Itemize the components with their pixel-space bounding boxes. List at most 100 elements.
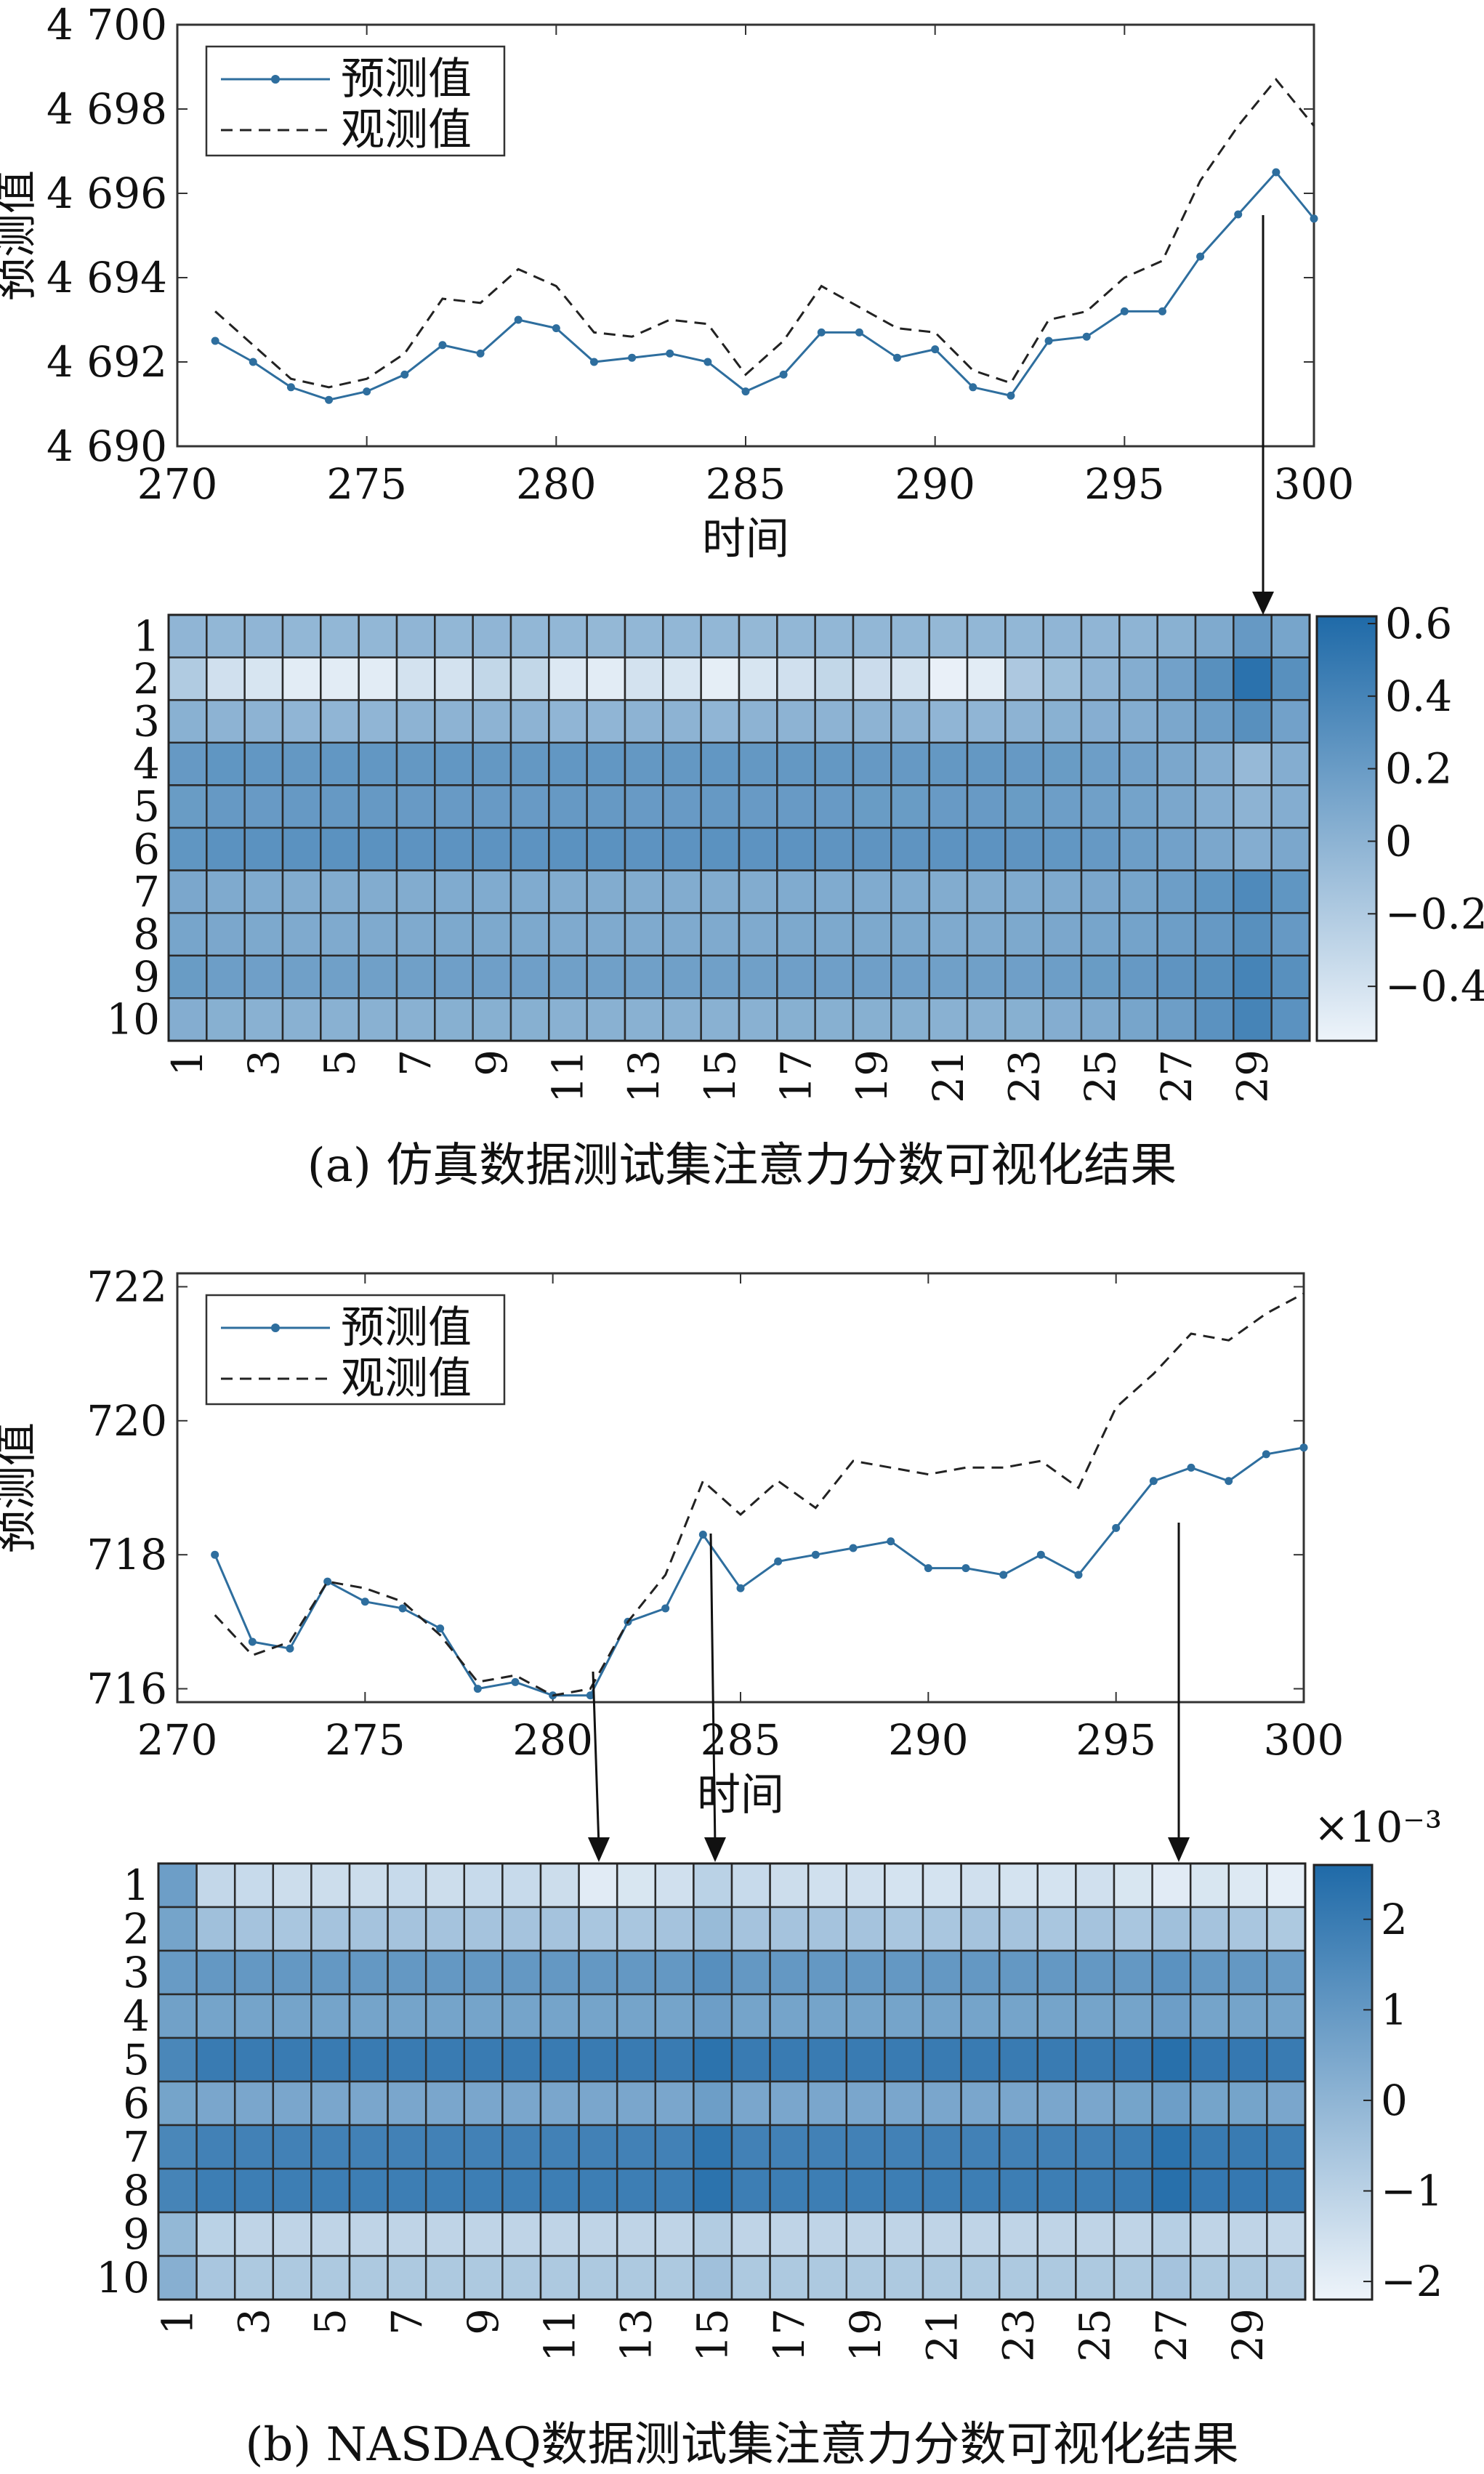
heatmap-cell bbox=[1036, 2255, 1077, 2301]
heatmap-cell bbox=[1075, 1906, 1116, 1952]
heatmap-cell bbox=[1118, 911, 1158, 957]
heatmap-cell bbox=[738, 826, 778, 871]
heatmap-cell bbox=[852, 911, 892, 957]
column-label: 13 bbox=[612, 2308, 661, 2362]
heatmap-cell bbox=[539, 2080, 580, 2127]
heatmap-cell bbox=[1266, 2167, 1307, 2214]
heatmap-cell bbox=[1189, 2036, 1230, 2083]
heatmap-cell bbox=[1004, 698, 1044, 744]
colorbar-tick-label: −0.4 bbox=[1385, 962, 1484, 1011]
heatmap-cell bbox=[1233, 997, 1273, 1042]
heatmap-cell bbox=[624, 954, 664, 999]
data-point bbox=[360, 1597, 369, 1606]
heatmap-cell bbox=[539, 1862, 580, 1909]
heatmap-cell bbox=[509, 911, 550, 957]
heatmap-cell bbox=[320, 656, 360, 701]
heatmap-cell bbox=[1075, 2124, 1116, 2170]
data-point bbox=[817, 328, 826, 337]
heatmap-cell bbox=[654, 2255, 695, 2301]
heatmap-cell bbox=[167, 911, 208, 957]
heatmap-cell bbox=[890, 613, 930, 658]
heatmap-cell bbox=[1113, 1993, 1153, 2039]
heatmap-cell bbox=[206, 826, 246, 871]
heatmap-cell bbox=[738, 741, 778, 786]
heatmap-cell bbox=[890, 869, 930, 914]
heatmap-cell bbox=[233, 2036, 275, 2083]
y-axis-label: 预测值 bbox=[0, 1422, 41, 1553]
row-label: 10 bbox=[106, 995, 160, 1044]
heatmap-cell bbox=[700, 784, 741, 829]
heatmap-cell bbox=[1266, 2036, 1307, 2083]
heatmap-cell bbox=[348, 2124, 389, 2170]
heatmap-cell bbox=[693, 2124, 733, 2170]
heatmap-cell bbox=[769, 2211, 810, 2257]
heatmap-cell bbox=[700, 869, 741, 914]
heatmap-cell bbox=[206, 698, 246, 744]
heatmap-cell bbox=[738, 784, 778, 829]
observed-series-line bbox=[214, 78, 1315, 389]
heatmap-cell bbox=[1270, 613, 1311, 658]
heatmap-cell bbox=[548, 997, 588, 1042]
heatmap-cell bbox=[884, 2167, 924, 2214]
heatmap-cell bbox=[852, 954, 892, 999]
heatmap-cell bbox=[1036, 2211, 1077, 2257]
line-chart-b: 270 275 280 285 290 295 300716718720722时间预测值预测… bbox=[0, 1262, 1344, 1821]
y-tick-label: 4 698 bbox=[47, 84, 167, 134]
heatmap-cell bbox=[1233, 954, 1273, 999]
heatmap-cell bbox=[1151, 2255, 1192, 2301]
data-point bbox=[1196, 252, 1205, 261]
heatmap-cell bbox=[1189, 2255, 1230, 2301]
heatmap-cell bbox=[1004, 784, 1044, 829]
heatmap-cell bbox=[472, 911, 512, 957]
column-label: 5 bbox=[315, 1049, 365, 1076]
heatmap-cell bbox=[807, 1949, 848, 1996]
heatmap-cell bbox=[1036, 2124, 1077, 2170]
column-label: 23 bbox=[1000, 1049, 1049, 1103]
heatmap-cell bbox=[501, 1949, 542, 1996]
column-label: 7 bbox=[391, 1049, 440, 1076]
heatmap-cell bbox=[586, 954, 626, 999]
heatmap-cell bbox=[1227, 2036, 1268, 2083]
heatmap-cell bbox=[1194, 698, 1235, 744]
data-point bbox=[400, 370, 409, 379]
heatmap-cell bbox=[243, 741, 284, 786]
heatmap-cell bbox=[243, 784, 284, 829]
heatmap-cell bbox=[1233, 656, 1273, 701]
heatmap-cell bbox=[616, 2167, 657, 2214]
heatmap-cell bbox=[928, 997, 969, 1042]
data-point bbox=[779, 370, 788, 379]
heatmap-cell bbox=[654, 2124, 695, 2170]
heatmap-cell bbox=[472, 784, 512, 829]
heatmap-cell bbox=[814, 869, 855, 914]
colorbar-tick-label: −2 bbox=[1381, 2257, 1443, 2306]
heatmap-cell bbox=[272, 2167, 312, 2214]
heatmap-cell bbox=[539, 1949, 580, 1996]
heatmap-cell bbox=[1227, 2124, 1268, 2170]
heatmap-cell bbox=[1036, 1949, 1077, 1996]
heatmap-cell bbox=[814, 784, 855, 829]
heatmap-cell bbox=[616, 1949, 657, 1996]
legend-label: 观测值 bbox=[341, 105, 472, 156]
data-point bbox=[661, 1604, 670, 1613]
heatmap-cell bbox=[1080, 698, 1121, 744]
heatmap-cell bbox=[890, 911, 930, 957]
heatmap-cell bbox=[1233, 869, 1273, 914]
heatmap-cell bbox=[814, 826, 855, 871]
heatmap-cell bbox=[1036, 1993, 1077, 2039]
caption-a: (a) 仿真数据测试集注意力分数可视化结果 bbox=[307, 1139, 1177, 1193]
heatmap-cell bbox=[616, 2124, 657, 2170]
heatmap-cell bbox=[424, 2167, 466, 2214]
row-label: 1 bbox=[123, 1861, 150, 1910]
heatmap-cell bbox=[1189, 2211, 1230, 2257]
heatmap-cell bbox=[776, 954, 816, 999]
heatmap-cell bbox=[310, 2080, 351, 2127]
heatmap-cell bbox=[776, 613, 816, 658]
heatmap-cell bbox=[624, 826, 664, 871]
heatmap-cell bbox=[548, 656, 588, 701]
heatmap-cell bbox=[281, 911, 322, 957]
y-tick-label: 4 700 bbox=[47, 0, 167, 49]
heatmap-cell bbox=[509, 997, 550, 1042]
y-tick-label: 4 690 bbox=[47, 422, 167, 471]
heatmap-cell bbox=[509, 656, 550, 701]
heatmap-cell bbox=[960, 1949, 1001, 1996]
